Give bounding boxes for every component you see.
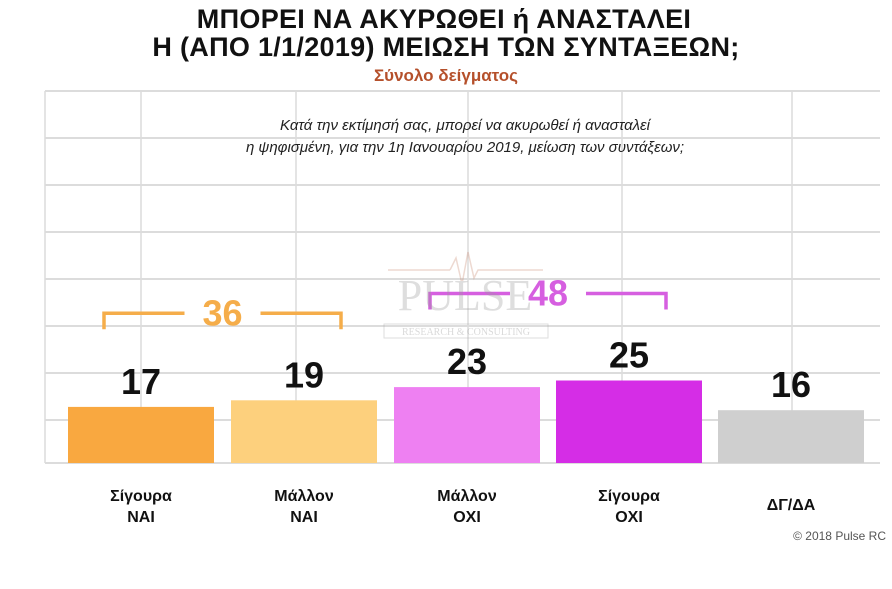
category-label-1: Σίγουρα ΝΑΙ bbox=[68, 486, 214, 528]
bar-3 bbox=[394, 387, 540, 463]
bracket-total-label: 36 bbox=[202, 292, 242, 333]
bar-value-label: 17 bbox=[121, 361, 161, 402]
category-label-4: Σίγουρα ΟΧΙ bbox=[556, 486, 702, 528]
category-label-line-1: Μάλλον bbox=[437, 488, 497, 505]
bracket-line-right bbox=[260, 311, 343, 330]
watermark-tagline: RESEARCH & CONSULTING bbox=[402, 327, 530, 338]
bar-1 bbox=[68, 406, 214, 463]
question-line-1: Κατά την εκτίμησή σας, μπορεί να ακυρωθε… bbox=[280, 117, 650, 134]
category-label-line-1: Σίγουρα bbox=[598, 488, 660, 505]
pulse-watermark-logo: PULSE RESEARCH & CONSULTING bbox=[383, 251, 549, 339]
group-brackets: 36 48 bbox=[102, 273, 668, 333]
bar-4 bbox=[556, 380, 702, 463]
title-line-1: ΜΠΟΡΕΙ ΝΑ ΑΚΥΡΩΘΕΙ ή ΑΝΑΣΤΑΛΕΙ bbox=[196, 4, 692, 34]
bottom-band bbox=[0, 555, 892, 589]
bracket-line-right bbox=[586, 291, 668, 310]
subtitle: Σύνολο δείγματος bbox=[373, 66, 519, 85]
title-line-2: Η (ΑΠΟ 1/1/2019) ΜΕΙΩΣΗ ΤΩΝ ΣΥΝΤΑΞΕΩΝ; bbox=[152, 32, 740, 62]
category-label-3: Μάλλον ΟΧΙ bbox=[394, 486, 540, 528]
category-label-line-1: ΔΓ/ΔΑ bbox=[766, 497, 816, 514]
category-label-line-1: Σίγουρα bbox=[110, 488, 172, 505]
value-labels: 17 19 23 25 16 bbox=[121, 335, 811, 406]
bar-5 bbox=[718, 410, 864, 463]
category-label-line-1: Μάλλον bbox=[274, 488, 334, 505]
chart: 36 48 17 19 23 25 16 bbox=[44, 90, 880, 464]
category-label-line-2: ΟΧΙ bbox=[615, 509, 643, 526]
bar-value-label: 25 bbox=[609, 335, 649, 376]
question-line-2: η ψηφισμένη, για την 1η Ιανουαρίου 2019,… bbox=[245, 139, 685, 156]
bars bbox=[68, 380, 864, 463]
copyright-note: © 2018 Pulse RC bbox=[793, 529, 886, 543]
bracket-total-label: 48 bbox=[528, 273, 568, 314]
category-label-line-2: ΟΧΙ bbox=[453, 509, 481, 526]
category-label-line-2: ΝΑΙ bbox=[290, 509, 318, 526]
bar-value-label: 19 bbox=[284, 354, 324, 395]
watermark-brand: PULSE bbox=[398, 271, 532, 320]
bar-value-label: 16 bbox=[771, 364, 811, 405]
bar-2 bbox=[231, 400, 377, 463]
bar-value-label: 23 bbox=[447, 341, 487, 382]
bracket-line-left bbox=[428, 291, 510, 310]
category-label-2: Μάλλον ΝΑΙ bbox=[231, 486, 377, 528]
category-label-line-2: ΝΑΙ bbox=[127, 509, 155, 526]
bracket-line-left bbox=[102, 311, 185, 330]
category-label-5: ΔΓ/ΔΑ bbox=[718, 495, 864, 516]
